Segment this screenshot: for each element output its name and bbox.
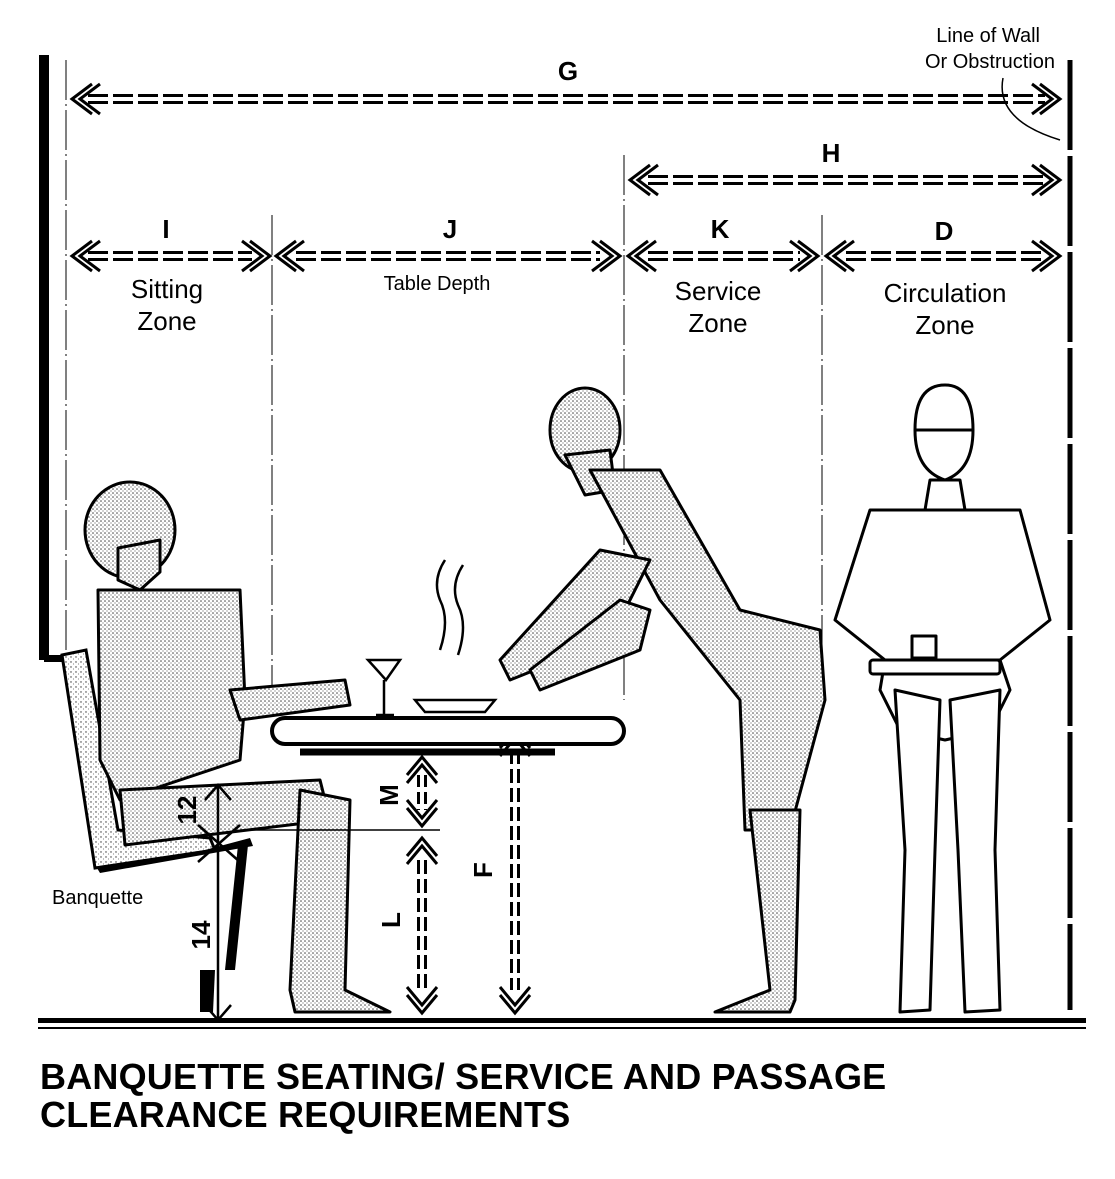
server-figure <box>498 386 827 1014</box>
seated-figure <box>83 480 392 1014</box>
sitting-zone-label: Sitting <box>131 274 203 304</box>
wall-obstruction-label: Or Obstruction <box>925 51 1055 73</box>
label-l: L <box>376 912 406 928</box>
sitting-zone-label-2: Zone <box>137 306 196 336</box>
label-h: H <box>822 138 841 168</box>
dim-arrow-j <box>273 239 623 273</box>
circulation-zone-label: Circulation <box>884 278 1007 308</box>
circulation-zone-label-2: Zone <box>915 310 974 340</box>
figure-caption: BANQUETTE SEATING/ SERVICE AND PASSAGE C… <box>40 1058 886 1134</box>
dim-arrow-g <box>69 82 1063 116</box>
label-d: D <box>935 216 954 246</box>
label-14: 14 <box>186 920 216 949</box>
service-zone-label: Service <box>675 276 762 306</box>
label-j: J <box>443 214 457 244</box>
dim-arrow-m <box>405 754 439 829</box>
service-zone-label-2: Zone <box>688 308 747 338</box>
label-f: F <box>468 862 498 878</box>
banquette-label: Banquette <box>52 887 143 909</box>
dim-arrow-k <box>625 239 821 273</box>
seat-height-dims <box>197 783 440 1022</box>
clearance-diagram: Line of Wall Or Obstruction G H I J K D … <box>38 25 1086 1029</box>
label-12: 12 <box>172 796 202 825</box>
table-depth-label: Table Depth <box>384 273 491 295</box>
caption-line-2: CLEARANCE REQUIREMENTS <box>40 1094 571 1135</box>
label-g: G <box>558 56 578 86</box>
dim-arrow-i <box>69 239 273 273</box>
caption-line-1: BANQUETTE SEATING/ SERVICE AND PASSAGE <box>40 1056 887 1097</box>
dim-arrow-l <box>405 835 439 1016</box>
wall-line-label: Line of Wall <box>936 25 1040 47</box>
circulation-figure <box>833 383 1052 1014</box>
dim-arrow-f <box>498 727 532 1016</box>
table <box>270 716 626 756</box>
label-m: M <box>374 784 404 806</box>
label-k: K <box>711 214 730 244</box>
dimension-arrows <box>69 82 1063 1016</box>
label-i: I <box>162 214 169 244</box>
floor-line <box>38 1018 1086 1029</box>
wall-callout-curve <box>1001 77 1061 141</box>
dim-arrow-h <box>627 163 1063 197</box>
banquette-seat <box>60 648 253 1012</box>
dim-arrow-d <box>823 239 1063 273</box>
back-wall <box>39 55 80 662</box>
table-items <box>365 559 498 717</box>
